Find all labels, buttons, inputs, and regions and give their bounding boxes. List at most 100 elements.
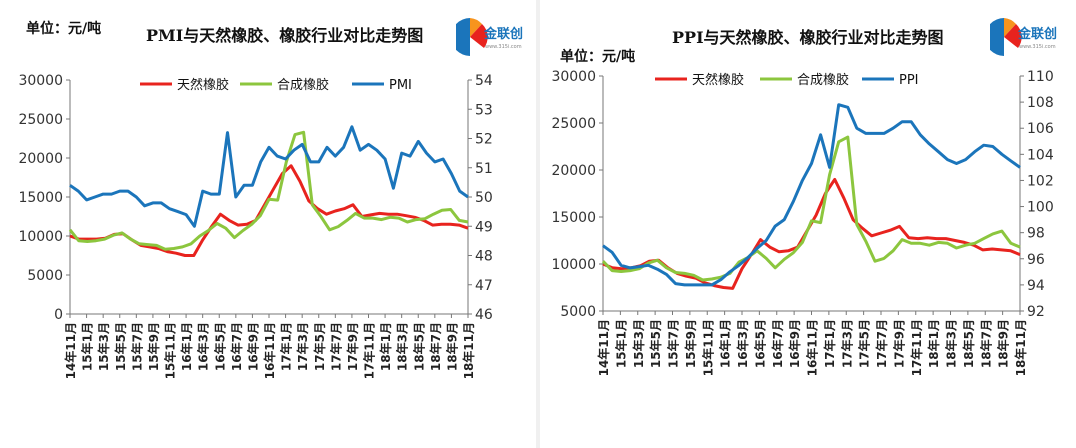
- x-tick-label: 17年9月: [345, 322, 360, 371]
- right-tick-label: 106: [1027, 121, 1054, 137]
- series-line-合成橡胶: [68, 130, 469, 251]
- x-tick-label: 18年3月: [944, 319, 959, 368]
- right-tick-label: 98: [1027, 226, 1045, 242]
- x-tick-label: 18年3月: [395, 322, 410, 371]
- left-tick-label: 0: [54, 307, 63, 323]
- pmi-chart-panel: 单位：元/吨 PMI与天然橡胶、橡胶行业对比走势图 金联创 www.315i.c…: [0, 0, 536, 448]
- ppi-chart-plot: 5000 10000 15000 20000 25000 30000 92 94 96 98 100…: [551, 69, 1054, 376]
- x-tick-label: 16年7月: [229, 322, 244, 371]
- left-tick-label: 15000: [551, 210, 596, 226]
- x-tick-label: 17年7月: [874, 319, 889, 368]
- x-tick-label: 15年7月: [666, 319, 681, 368]
- series-line-PPI: [602, 103, 1021, 287]
- legend-label: 天然橡胶: [692, 72, 744, 88]
- logo-url: www.315i.com: [1019, 44, 1056, 50]
- logo-red-arc: [470, 24, 488, 48]
- right-tick-label: 51: [475, 161, 493, 177]
- x-tick-label: 15年7月: [129, 322, 144, 371]
- x-tick-label: 16年3月: [735, 319, 750, 368]
- logo-text: 金联创: [483, 26, 523, 42]
- x-tick-label: 16年7月: [770, 319, 785, 368]
- legend-label: 合成橡胶: [277, 77, 329, 93]
- x-tick-label: 15年1月: [613, 319, 628, 368]
- x-tick-label: 18年9月: [996, 319, 1011, 368]
- left-tick-label: 10000: [551, 257, 596, 273]
- x-tick-label: 16年3月: [196, 322, 211, 371]
- right-tick-label: 46: [475, 307, 493, 323]
- x-tick-label: 14年11月: [596, 319, 611, 376]
- legend-label: PMI: [389, 78, 412, 93]
- right-tick-label: 47: [475, 278, 493, 294]
- x-tick-label: 17年3月: [839, 319, 854, 368]
- right-tick-label: 49: [475, 219, 493, 235]
- right-tick-label: 96: [1027, 252, 1045, 268]
- logo-blue-arc: [456, 18, 470, 56]
- x-tick-label: 16年9月: [787, 319, 802, 368]
- x-tick-label: 16年1月: [718, 319, 733, 368]
- x-tick-label: 15年11月: [163, 322, 178, 379]
- logo-orange-arc: [1004, 18, 1016, 37]
- logo-blue-arc: [990, 18, 1004, 56]
- unit-label: 单位：元/吨: [26, 21, 102, 37]
- left-tick-label: 15000: [18, 190, 63, 206]
- left-tick-label: 5000: [560, 304, 596, 320]
- x-tick-label: 18年11月: [1013, 319, 1028, 376]
- series-line-天然橡胶: [602, 177, 1021, 290]
- x-tick-label: 18年5月: [961, 319, 976, 368]
- left-tick-label: 25000: [551, 116, 596, 132]
- right-tick-label: 52: [475, 132, 493, 148]
- legend-label: 合成橡胶: [797, 72, 849, 88]
- x-tick-label: 17年9月: [891, 319, 906, 368]
- left-tick-label: 5000: [27, 268, 63, 284]
- right-tick-label: 48: [475, 249, 493, 265]
- left-tick-label: 25000: [18, 112, 63, 128]
- x-tick-label: 15年1月: [80, 322, 95, 371]
- jinlianchuang-logo: 金联创 www.315i.com: [456, 18, 523, 56]
- logo-red-arc: [1004, 24, 1022, 48]
- pmi-chart-plot: 0 5000 10000 15000 20000 25000 30000 46 47 48 49 50…: [18, 73, 493, 379]
- x-tick-label: 17年7月: [328, 322, 343, 371]
- x-tick-label: 18年7月: [428, 322, 443, 371]
- logo-url: www.315i.com: [485, 44, 522, 50]
- series-line-天然橡胶: [69, 164, 469, 257]
- x-tick-label: 18年5月: [411, 322, 426, 371]
- x-tick-label: 17年3月: [295, 322, 310, 371]
- x-tick-label: 15年5月: [648, 319, 663, 368]
- chart-title: PPI与天然橡胶、橡胶行业对比走势图: [672, 28, 944, 47]
- x-tick-label: 18年11月: [461, 322, 476, 379]
- x-tick-label: 16年9月: [245, 322, 260, 371]
- legend-label: PPI: [899, 73, 919, 88]
- series-line-PMI: [69, 125, 469, 228]
- right-tick-label: 102: [1027, 173, 1054, 189]
- legend-label: 天然橡胶: [177, 77, 229, 93]
- chart-title: PMI与天然橡胶、橡胶行业对比走势图: [146, 26, 424, 45]
- left-tick-label: 30000: [551, 69, 596, 85]
- right-tick-label: 108: [1027, 95, 1054, 111]
- series-line-合成橡胶: [601, 135, 1021, 282]
- x-tick-label: 15年3月: [96, 322, 111, 371]
- right-tick-label: 53: [475, 102, 493, 118]
- x-tick-label: 14年11月: [63, 322, 78, 379]
- ppi-chart-panel: 单位：元/吨 PPI与天然橡胶、橡胶行业对比走势图 金联创 www.315i.c…: [540, 0, 1076, 448]
- left-tick-label: 10000: [18, 229, 63, 245]
- x-tick-label: 16年11月: [262, 322, 277, 379]
- panel-divider: [536, 0, 540, 448]
- x-tick-label: 15年11月: [700, 319, 715, 376]
- x-tick-label: 17年11月: [362, 322, 377, 379]
- x-tick-label: 17年1月: [822, 319, 837, 368]
- x-tick-label: 18年7月: [978, 319, 993, 368]
- x-tick-label: 15年9月: [146, 322, 161, 371]
- logo-text: 金联创: [1017, 26, 1057, 42]
- x-tick-label: 15年5月: [113, 322, 128, 371]
- unit-label: 单位：元/吨: [560, 49, 636, 65]
- left-tick-label: 20000: [18, 151, 63, 167]
- right-tick-label: 54: [475, 73, 493, 89]
- x-tick-label: 17年5月: [312, 322, 327, 371]
- x-tick-label: 18年1月: [378, 322, 393, 371]
- x-tick-label: 17年1月: [279, 322, 294, 371]
- x-tick-label: 16年5月: [752, 319, 767, 368]
- right-tick-label: 92: [1027, 304, 1045, 320]
- x-tick-label: 16年5月: [212, 322, 227, 371]
- x-tick-label: 15年3月: [631, 319, 646, 368]
- right-tick-label: 104: [1027, 147, 1054, 163]
